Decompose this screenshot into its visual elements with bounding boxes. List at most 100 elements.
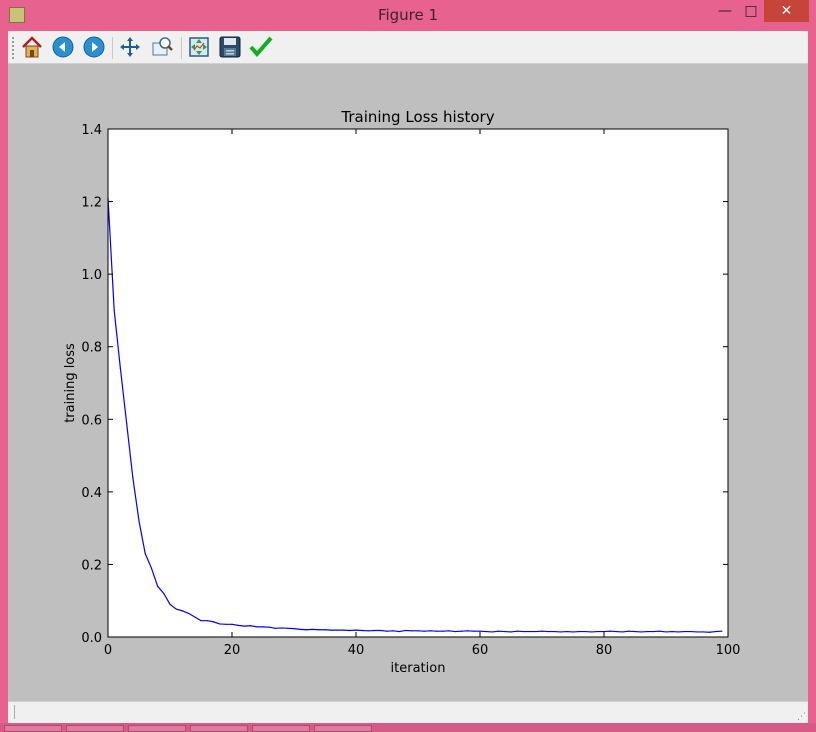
- x-tick-label: 40: [348, 643, 365, 658]
- data-point: [181, 610, 183, 612]
- zoom-icon: [152, 37, 173, 56]
- maximize-button[interactable]: □: [744, 3, 758, 19]
- y-tick-label: 1.0: [81, 268, 102, 283]
- x-axis-label: iteration: [391, 661, 446, 676]
- data-point: [597, 630, 599, 633]
- data-point: [659, 630, 661, 632]
- data-point: [262, 626, 264, 628]
- forward-icon: [83, 36, 105, 58]
- forward-button[interactable]: [82, 35, 106, 59]
- data-point: [175, 608, 177, 610]
- data-point: [231, 623, 233, 625]
- data-point: [702, 631, 704, 633]
- data-point: [293, 628, 295, 630]
- data-point: [535, 630, 537, 633]
- x-tick-label: 20: [224, 643, 241, 658]
- chart-title: Training Loss history: [340, 108, 494, 126]
- data-point: [603, 630, 605, 633]
- data-point: [442, 630, 444, 632]
- status-grip: [14, 705, 15, 719]
- plot-frame: [107, 128, 729, 638]
- navigation-toolbar: [8, 31, 808, 64]
- data-point: [312, 628, 314, 630]
- data-point: [622, 631, 624, 633]
- data-point: [454, 630, 456, 633]
- data-point: [491, 631, 493, 633]
- data-point: [405, 629, 407, 632]
- save-icon: [219, 36, 241, 58]
- close-button[interactable]: ✕: [764, 0, 809, 22]
- data-point: [615, 630, 618, 633]
- back-button[interactable]: [51, 35, 75, 59]
- data-point: [448, 630, 450, 632]
- data-point: [132, 476, 134, 478]
- y-tick-label: 1.2: [81, 196, 102, 211]
- data-point: [349, 629, 351, 632]
- data-point: [584, 630, 587, 633]
- data-point: [684, 630, 686, 633]
- save-button[interactable]: [218, 35, 242, 59]
- resize-grip-icon[interactable]: ⋰: [797, 712, 806, 722]
- data-point: [374, 629, 376, 632]
- minimize-button[interactable]: —: [718, 3, 732, 19]
- y-tick-label: 0.6: [81, 413, 102, 428]
- taskbar-item[interactable]: [66, 725, 124, 732]
- series-layer: [107, 197, 723, 633]
- data-point: [281, 627, 283, 629]
- data-point: [330, 629, 332, 631]
- taskbar-item[interactable]: [190, 725, 248, 732]
- series-line: [107, 197, 722, 633]
- data-point: [250, 625, 252, 627]
- data-point: [169, 603, 171, 605]
- data-point: [646, 630, 649, 633]
- taskbar-item[interactable]: [128, 725, 186, 732]
- data-point: [144, 552, 146, 555]
- taskbar-item[interactable]: [314, 725, 372, 732]
- data-point: [212, 621, 214, 623]
- data-point: [560, 631, 562, 633]
- data-point: [361, 629, 363, 632]
- data-point: [355, 629, 357, 631]
- data-point: [411, 630, 413, 632]
- data-point: [721, 630, 723, 632]
- data-point: [163, 592, 165, 595]
- data-point: [324, 629, 326, 631]
- pan-button[interactable]: [118, 35, 142, 59]
- data-point: [516, 630, 518, 632]
- data-point: [429, 630, 431, 632]
- edit-parameters-button[interactable]: [249, 35, 273, 59]
- configure-subplots-button[interactable]: [187, 35, 211, 59]
- data-point: [467, 630, 469, 632]
- chart-canvas[interactable]: 0 20 40 60 80 100 0.0 0.2 0.4 0.6 0.8 1.0 1.2 1.4 Tra…: [8, 65, 808, 701]
- taskbar: [0, 723, 816, 732]
- taskbar-item[interactable]: [4, 725, 62, 732]
- data-point: [287, 627, 289, 629]
- data-point: [609, 630, 611, 632]
- data-point: [398, 630, 400, 633]
- y-tick-label: 1.4: [81, 123, 102, 138]
- data-point: [299, 628, 301, 630]
- home-button[interactable]: [20, 35, 44, 59]
- data-point: [696, 631, 698, 633]
- data-point: [628, 630, 630, 632]
- configure-subplots-icon: [189, 37, 209, 57]
- app-icon: [9, 7, 25, 23]
- x-tick-label: 80: [596, 643, 613, 658]
- back-icon: [52, 36, 74, 58]
- data-point: [138, 520, 140, 522]
- edit-parameters-icon: [249, 36, 273, 58]
- data-point: [200, 620, 202, 622]
- zoom-button[interactable]: [150, 35, 174, 59]
- data-point: [578, 630, 580, 633]
- home-icon: [22, 36, 42, 58]
- plot-area: [108, 129, 728, 637]
- data-point: [479, 630, 481, 632]
- taskbar-item[interactable]: [252, 725, 310, 732]
- toolbar-grip: [12, 37, 14, 59]
- data-point: [498, 630, 500, 632]
- data-point: [256, 626, 258, 628]
- data-point: [566, 630, 568, 633]
- y-tick-label: 0.0: [81, 631, 102, 646]
- data-point: [274, 627, 276, 629]
- plot-background: [108, 129, 728, 637]
